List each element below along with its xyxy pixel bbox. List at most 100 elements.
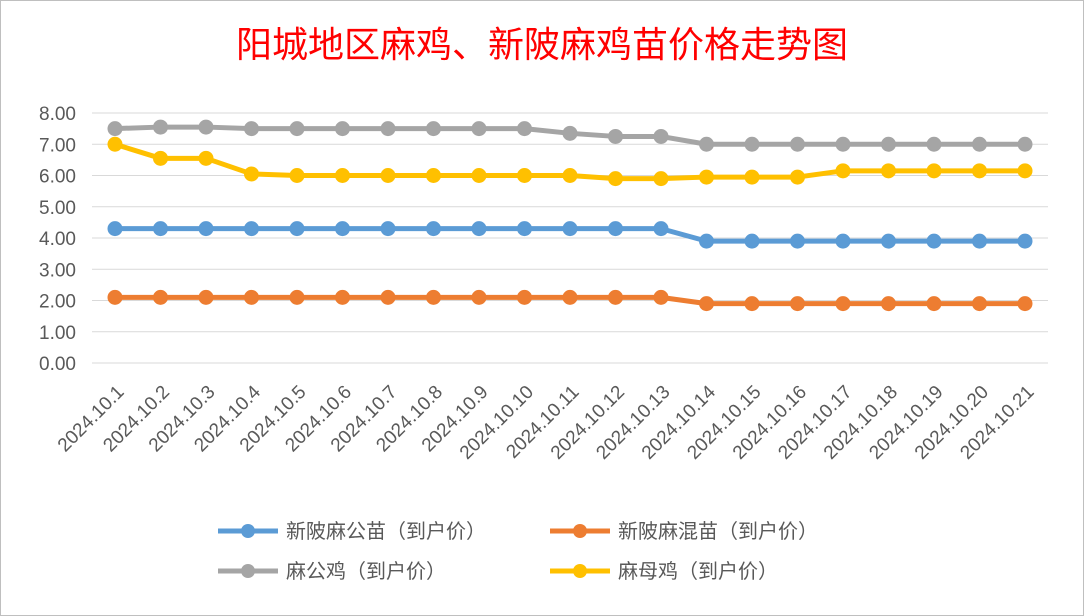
data-point: [471, 168, 487, 183]
y-tick-label: 2.00: [39, 292, 76, 313]
legend-label: 麻公鸡（到户价）: [286, 559, 446, 583]
legend-item: 新陂麻公苗（到户价）: [218, 519, 486, 543]
data-point: [380, 289, 396, 305]
data-point: [790, 296, 805, 312]
data-point: [198, 150, 214, 166]
data-point: [198, 119, 214, 135]
data-point: [107, 121, 123, 137]
data-point: [653, 221, 669, 237]
data-point: [380, 121, 396, 137]
y-tick-label: 3.00: [39, 260, 76, 281]
data-point: [471, 121, 487, 137]
legend: 新陂麻公苗（到户价） 新陂麻混苗（到户价） 麻公鸡（到户价） 麻母鸡（到户价）: [218, 519, 818, 583]
y-axis-ticks: 0.00 1.00 2.00 3.00 4.00 5.00 6.00 7.00 8.00: [39, 104, 76, 375]
data-point: [426, 289, 441, 305]
data-point: [153, 150, 168, 166]
data-point: [926, 136, 942, 152]
data-point: [107, 289, 123, 305]
data-point: [1017, 163, 1033, 179]
data-point: [426, 221, 441, 237]
data-point: [1017, 296, 1033, 312]
data-point: [517, 221, 532, 237]
data-point: [426, 121, 441, 137]
data-point: [835, 233, 851, 249]
legend-marker: [573, 564, 587, 578]
series-新陂麻公苗（到户价）: [107, 221, 1033, 249]
y-tick-label: 8.00: [39, 104, 76, 125]
data-point: [517, 289, 532, 305]
data-point: [244, 166, 259, 182]
y-tick-label: 7.00: [39, 135, 76, 156]
data-point: [699, 136, 714, 152]
series-麻母鸡（到户价）: [107, 136, 1033, 187]
chart-title: 阳城地区麻鸡、新陂麻鸡苗价格走势图: [235, 25, 848, 66]
data-point: [744, 169, 760, 185]
series-lines: [107, 119, 1033, 312]
data-point: [653, 289, 669, 305]
data-point: [699, 233, 714, 249]
data-point: [198, 221, 214, 237]
data-point: [289, 168, 305, 183]
y-tick-label: 1.00: [39, 323, 76, 344]
data-point: [835, 296, 851, 312]
legend-item: 新陂麻混苗（到户价）: [550, 519, 818, 543]
data-point: [426, 168, 441, 183]
data-point: [153, 289, 168, 305]
data-point: [653, 128, 669, 144]
data-point: [1017, 233, 1033, 249]
data-point: [790, 136, 805, 152]
data-point: [744, 136, 760, 152]
legend-marker: [241, 524, 255, 538]
data-point: [790, 169, 805, 185]
legend-label: 麻母鸡（到户价）: [618, 559, 778, 583]
data-point: [562, 289, 578, 305]
data-point: [744, 233, 760, 249]
data-point: [608, 128, 623, 144]
gridlines: [92, 112, 1048, 364]
data-point: [926, 233, 942, 249]
data-point: [926, 163, 942, 179]
data-point: [244, 221, 259, 237]
data-point: [335, 168, 350, 183]
legend-label: 新陂麻公苗（到户价）: [286, 519, 486, 543]
data-point: [335, 121, 350, 137]
data-point: [517, 121, 532, 137]
data-point: [608, 221, 623, 237]
data-point: [972, 296, 987, 312]
legend-marker: [573, 524, 587, 538]
data-point: [835, 163, 851, 179]
y-tick-label: 6.00: [39, 167, 76, 188]
data-point: [153, 221, 168, 237]
data-point: [699, 169, 714, 185]
data-point: [335, 221, 350, 237]
legend-label: 新陂麻混苗（到户价）: [618, 519, 818, 543]
data-point: [380, 168, 396, 183]
data-point: [881, 163, 896, 179]
legend-item: 麻母鸡（到户价）: [550, 559, 778, 583]
data-point: [335, 289, 350, 305]
data-point: [289, 121, 305, 137]
legend-marker: [241, 564, 255, 578]
data-point: [471, 221, 487, 237]
y-tick-label: 4.00: [39, 229, 76, 250]
data-point: [289, 289, 305, 305]
data-point: [562, 221, 578, 237]
data-point: [881, 296, 896, 312]
data-point: [107, 221, 123, 237]
data-point: [790, 233, 805, 249]
data-point: [380, 221, 396, 237]
data-point: [699, 296, 714, 312]
data-point: [198, 289, 214, 305]
legend-item: 麻公鸡（到户价）: [218, 559, 446, 583]
data-point: [972, 163, 987, 179]
data-point: [289, 221, 305, 237]
y-tick-label: 0.00: [39, 354, 76, 375]
data-point: [562, 168, 578, 183]
data-point: [972, 136, 987, 152]
series-新陂麻混苗（到户价）: [107, 289, 1033, 312]
data-point: [653, 171, 669, 187]
data-point: [153, 119, 168, 135]
data-point: [835, 136, 851, 152]
